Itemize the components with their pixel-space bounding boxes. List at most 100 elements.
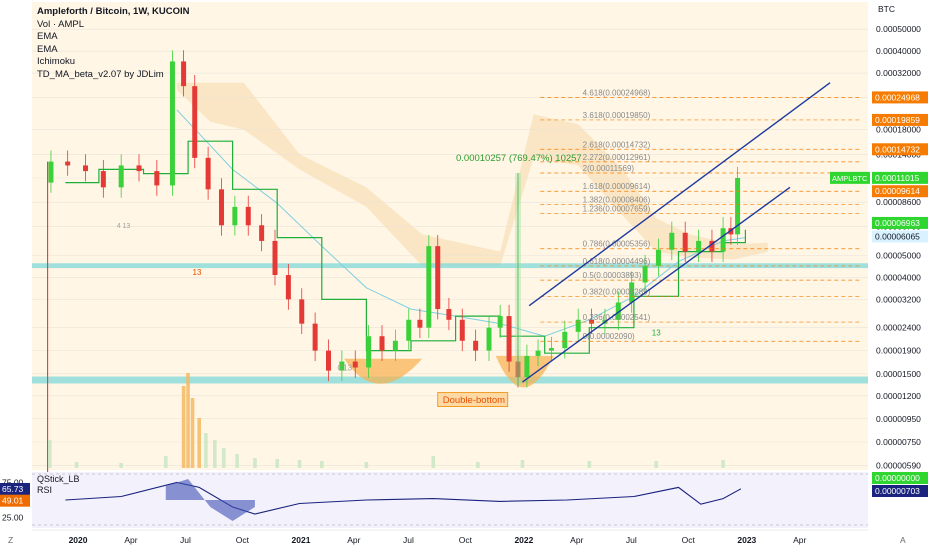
td-ma-line (65, 140, 746, 354)
volume-bar (253, 458, 257, 468)
indicator-ema-2[interactable]: EMA (37, 43, 58, 55)
y-tick-label: 0.00001900 (876, 346, 921, 356)
indicator-ichimoku[interactable]: Ichimoku (37, 56, 76, 67)
y-tick-label: 0.00000750 (876, 437, 921, 447)
y-tick-label: 0.00018000 (876, 125, 921, 135)
candle-body (459, 319, 465, 341)
volume-bar (275, 459, 280, 468)
fib-level-label: 1.236(0.00007659) (583, 205, 651, 214)
x-tick-label: Apr (347, 535, 360, 545)
volume-bar (431, 456, 436, 468)
current-price-symbol: AMPLBTC (832, 174, 868, 183)
right-axis-corner: A (900, 535, 906, 545)
volume-bar (587, 461, 592, 468)
current-price-tag: AMPLBTC (830, 171, 870, 184)
channel-upper-line (528, 82, 831, 307)
y-tick-label: 0.00000950 (876, 414, 921, 424)
price-tag: 0.00006963 (872, 216, 928, 229)
candle-body (352, 361, 358, 368)
indicator-td-ma[interactable]: TD_MA_beta_v2.07 by JDLim (37, 68, 164, 80)
x-tick-label: Oct (459, 535, 473, 545)
double-bottom-tag: Double-bottom (437, 392, 509, 407)
candle-body (473, 340, 479, 351)
fib-level-label: 0.236(0.00002541) (583, 313, 651, 322)
fib-level-label: 2.272(0.00012961) (583, 153, 651, 162)
candle-body (629, 282, 635, 303)
candle-body (406, 319, 412, 341)
volume-bar (48, 440, 52, 468)
candle-body (245, 206, 251, 226)
candle-body (655, 249, 661, 266)
td-count-13-b: 13 (652, 328, 661, 337)
price-tag-box (872, 230, 928, 243)
candle-body (136, 165, 142, 172)
candle-body (497, 316, 503, 328)
td-count-c13: C13 (337, 364, 352, 373)
td-count-13: 13 (193, 268, 202, 277)
double-bottom-box (437, 392, 509, 407)
current-price-symbol-box (830, 171, 870, 184)
candle-body (205, 157, 211, 190)
left-value-box (0, 482, 30, 495)
ema-line (176, 109, 746, 337)
y-tick-label: 0.00040000 (876, 46, 921, 56)
candle-body (669, 232, 675, 250)
price-tag-box (872, 185, 928, 198)
candle-body (446, 309, 452, 320)
price-tag-text: 0.00024968 (875, 92, 920, 102)
volume-bar (163, 456, 168, 468)
y-tick-label: 0.00001200 (876, 391, 921, 401)
qstick-area (165, 479, 255, 521)
candle-body (426, 246, 432, 328)
candle-body (272, 240, 278, 276)
x-tick-label: Jul (180, 535, 191, 545)
price-tag: 0.00019859 (872, 113, 928, 126)
channel-lower-line (522, 186, 791, 383)
left-value-label: 25.00 (2, 513, 24, 523)
x-tick-label: Apr (570, 535, 583, 545)
left-value-label: 49.01 (2, 496, 24, 506)
candle-body (65, 161, 71, 166)
price-tag-box (872, 113, 928, 126)
candle-body (728, 228, 734, 235)
gain-label: 0.00010257 (769.47%) 10257 (456, 153, 582, 164)
candle-body (562, 331, 568, 349)
symbol-title[interactable]: Ampleforth / Bitcoin, 1W, KUCOIN (37, 6, 190, 17)
y-tick-label: 0.00005000 (876, 251, 921, 261)
indicator-ema-1[interactable]: EMA (37, 31, 58, 42)
indicator-rsi[interactable]: RSI (37, 485, 53, 495)
candle-body (642, 265, 648, 283)
price-tag: 0.00014732 (872, 143, 928, 156)
price-tag-box (872, 171, 928, 184)
right-value-label: 0.00000703 (875, 486, 920, 496)
volume-bar (520, 460, 525, 468)
indicator-volume[interactable]: Vol · AMPL (37, 18, 84, 30)
fib-level-label: 0.382(0.00003289) (583, 288, 651, 297)
volume-bar (297, 460, 302, 468)
volume-bar (74, 462, 79, 468)
candle-body (259, 225, 265, 241)
candle-body (392, 340, 398, 351)
volume-bar (476, 462, 480, 468)
x-tick-label: Jul (626, 535, 637, 545)
right-value-box (872, 472, 928, 484)
candle-body (169, 61, 175, 186)
y-tick-label: 0.00032000 (876, 68, 921, 78)
x-tick-label: 2023 (737, 535, 756, 545)
volume-bar (235, 454, 239, 468)
td-count-4-13: 4 13 (117, 223, 131, 230)
candle-body (535, 350, 541, 356)
price-tag-text: 0.00019859 (875, 115, 920, 125)
left-value-label: 75.00 (2, 478, 24, 488)
y-tick-label: 0.00002400 (876, 323, 921, 333)
support-zone (32, 263, 868, 269)
indicator-qstick[interactable]: QStick_LB (37, 474, 80, 484)
right-value-label: 0.00000000 (875, 473, 920, 483)
candle-body (181, 61, 187, 87)
fib-level-label: 4.618(0.00024968) (583, 88, 651, 97)
fib-level-label: 0.786(0.00005356) (583, 240, 651, 249)
price-tag: 0.00024968 (872, 91, 928, 104)
candle-body (48, 161, 54, 183)
